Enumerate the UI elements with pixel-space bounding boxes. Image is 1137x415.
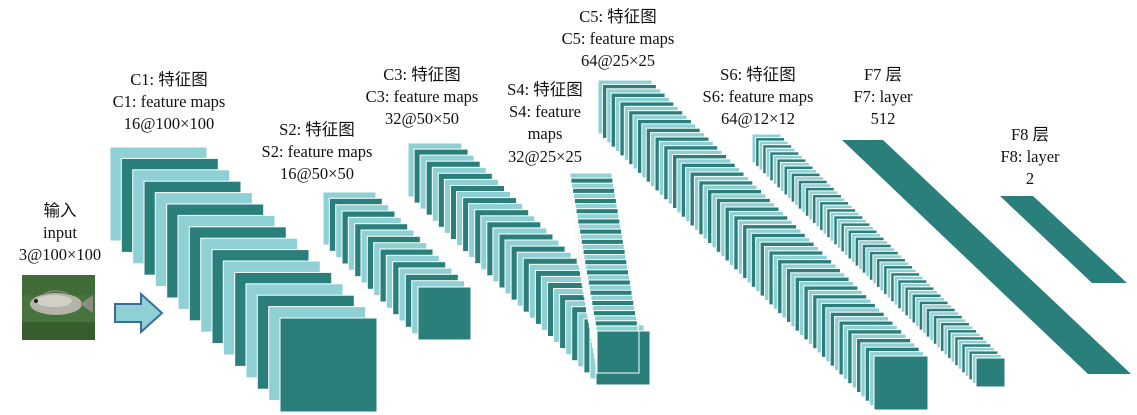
input-arrow	[114, 291, 164, 335]
f8-size: 2	[1026, 169, 1034, 188]
f8-label-cn: F8 层	[1011, 125, 1049, 144]
input-labels: 输入 input 3@100×100	[19, 201, 101, 264]
s6-feature-map	[975, 357, 1006, 388]
c3-label-cn: C3: 特征图	[383, 65, 460, 84]
s4-label-en-1: S4: feature	[509, 102, 581, 121]
c1-label-en: C1: feature maps	[113, 92, 226, 111]
input-size: 3@100×100	[19, 245, 101, 264]
c1-label-cn: C1: 特征图	[130, 70, 207, 89]
c5-label-en: C5: feature maps	[562, 29, 675, 48]
s2-size: 16@50×50	[280, 164, 354, 183]
input-image	[22, 275, 95, 340]
s2-label-cn: S2: 特征图	[279, 120, 355, 139]
s6-feature-map-stack	[751, 133, 1006, 388]
s6-label-cn: S6: 特征图	[720, 65, 796, 84]
c3-labels: C3: 特征图 C3: feature maps 32@50×50	[366, 65, 479, 128]
c1-feature-map-stack	[109, 146, 378, 413]
f7-label-en: F7: layer	[853, 87, 913, 106]
s6-label-en: S6: feature maps	[703, 87, 814, 106]
c3-size: 32@50×50	[385, 109, 459, 128]
s4-feature-map	[596, 330, 640, 374]
s6-size: 64@12×12	[721, 109, 795, 128]
s2-labels: S2: 特征图 S2: feature maps 16@50×50	[262, 120, 373, 183]
c5-label-cn: C5: 特征图	[579, 7, 656, 26]
c1-size: 16@100×100	[124, 114, 215, 133]
f7-labels: F7 层 F7: layer 512	[853, 65, 913, 128]
c1-labels: C1: 特征图 C1: feature maps 16@100×100	[113, 70, 226, 133]
c3-label-en: C3: feature maps	[366, 87, 479, 106]
f8-labels: F8 层 F8: layer 2	[1000, 125, 1060, 188]
f7-layer-shape	[842, 140, 1131, 374]
f7-label-cn: F7 层	[864, 65, 902, 84]
s4-labels: S4: 特征图 S4: feature maps 32@25×25	[507, 80, 583, 166]
input-subtitle: input	[43, 223, 77, 242]
c5-labels: C5: 特征图 C5: feature maps 64@25×25	[562, 7, 675, 70]
c1-feature-map	[279, 317, 378, 413]
s4-feature-map-stack	[569, 172, 640, 374]
s2-label-en: S2: feature maps	[262, 142, 373, 161]
s4-size: 32@25×25	[508, 147, 582, 166]
f8-layer-shape	[1000, 196, 1127, 283]
s2-feature-map-stack	[322, 191, 472, 341]
s2-feature-map	[417, 286, 472, 341]
s4-label-en-2: maps	[528, 124, 563, 143]
f7-size: 512	[871, 109, 896, 128]
input-title: 输入	[44, 201, 77, 220]
layer-stacks	[109, 79, 1006, 413]
f8-label-en: F8: layer	[1000, 147, 1060, 166]
c5-size: 64@25×25	[581, 51, 655, 70]
c5-feature-map-stack	[597, 79, 929, 411]
c5-feature-map	[873, 355, 929, 411]
s6-labels: S6: 特征图 S6: feature maps 64@12×12	[703, 65, 814, 128]
s4-label-cn: S4: 特征图	[507, 80, 583, 99]
